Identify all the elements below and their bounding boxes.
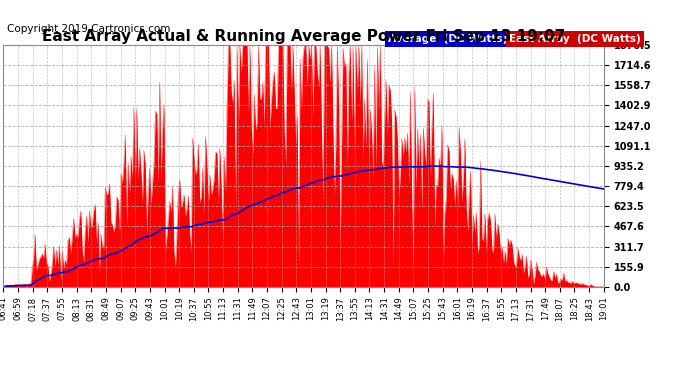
Text: Copyright 2019 Cartronics.com: Copyright 2019 Cartronics.com bbox=[7, 24, 170, 34]
Text: East Array  (DC Watts): East Array (DC Watts) bbox=[509, 34, 641, 44]
Title: East Array Actual & Running Average Power Fri Sep 13 19:07: East Array Actual & Running Average Powe… bbox=[42, 29, 565, 44]
Text: Average  (DC Watts): Average (DC Watts) bbox=[388, 34, 508, 44]
